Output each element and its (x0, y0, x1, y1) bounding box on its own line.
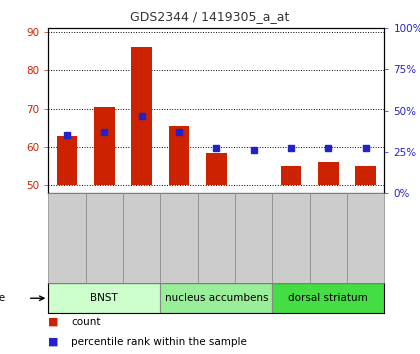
Text: nucleus accumbens: nucleus accumbens (165, 293, 268, 303)
Text: GDS2344 / 1419305_a_at: GDS2344 / 1419305_a_at (130, 10, 290, 23)
Bar (160, 283, 272, 313)
Bar (272, 283, 384, 313)
Bar (206, 153, 226, 185)
Bar (94, 107, 115, 185)
Bar (355, 166, 376, 185)
Text: tissue: tissue (0, 293, 6, 303)
Text: ■: ■ (48, 337, 59, 347)
Text: BNST: BNST (90, 293, 118, 303)
Bar (318, 162, 339, 185)
Text: ■: ■ (48, 317, 59, 327)
Bar (281, 166, 301, 185)
Bar (131, 47, 152, 185)
Bar (169, 126, 189, 185)
Text: count: count (71, 317, 101, 327)
Text: percentile rank within the sample: percentile rank within the sample (71, 337, 247, 347)
Bar (48, 283, 160, 313)
Bar (57, 136, 77, 185)
Bar (243, 184, 264, 185)
Text: dorsal striatum: dorsal striatum (289, 293, 368, 303)
